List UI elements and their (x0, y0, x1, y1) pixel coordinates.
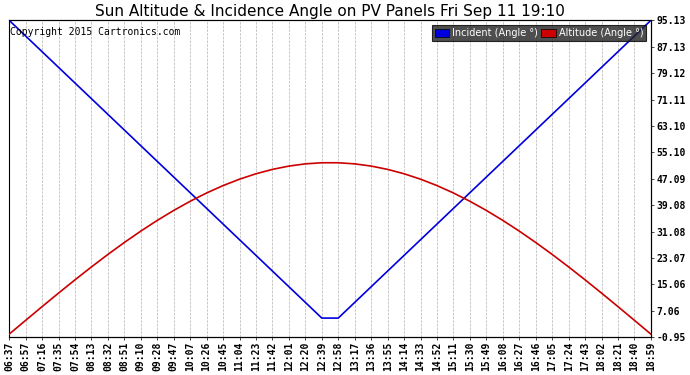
Legend: Incident (Angle °), Altitude (Angle °): Incident (Angle °), Altitude (Angle °) (432, 25, 646, 41)
Text: Copyright 2015 Cartronics.com: Copyright 2015 Cartronics.com (10, 27, 181, 37)
Title: Sun Altitude & Incidence Angle on PV Panels Fri Sep 11 19:10: Sun Altitude & Incidence Angle on PV Pan… (95, 4, 565, 19)
